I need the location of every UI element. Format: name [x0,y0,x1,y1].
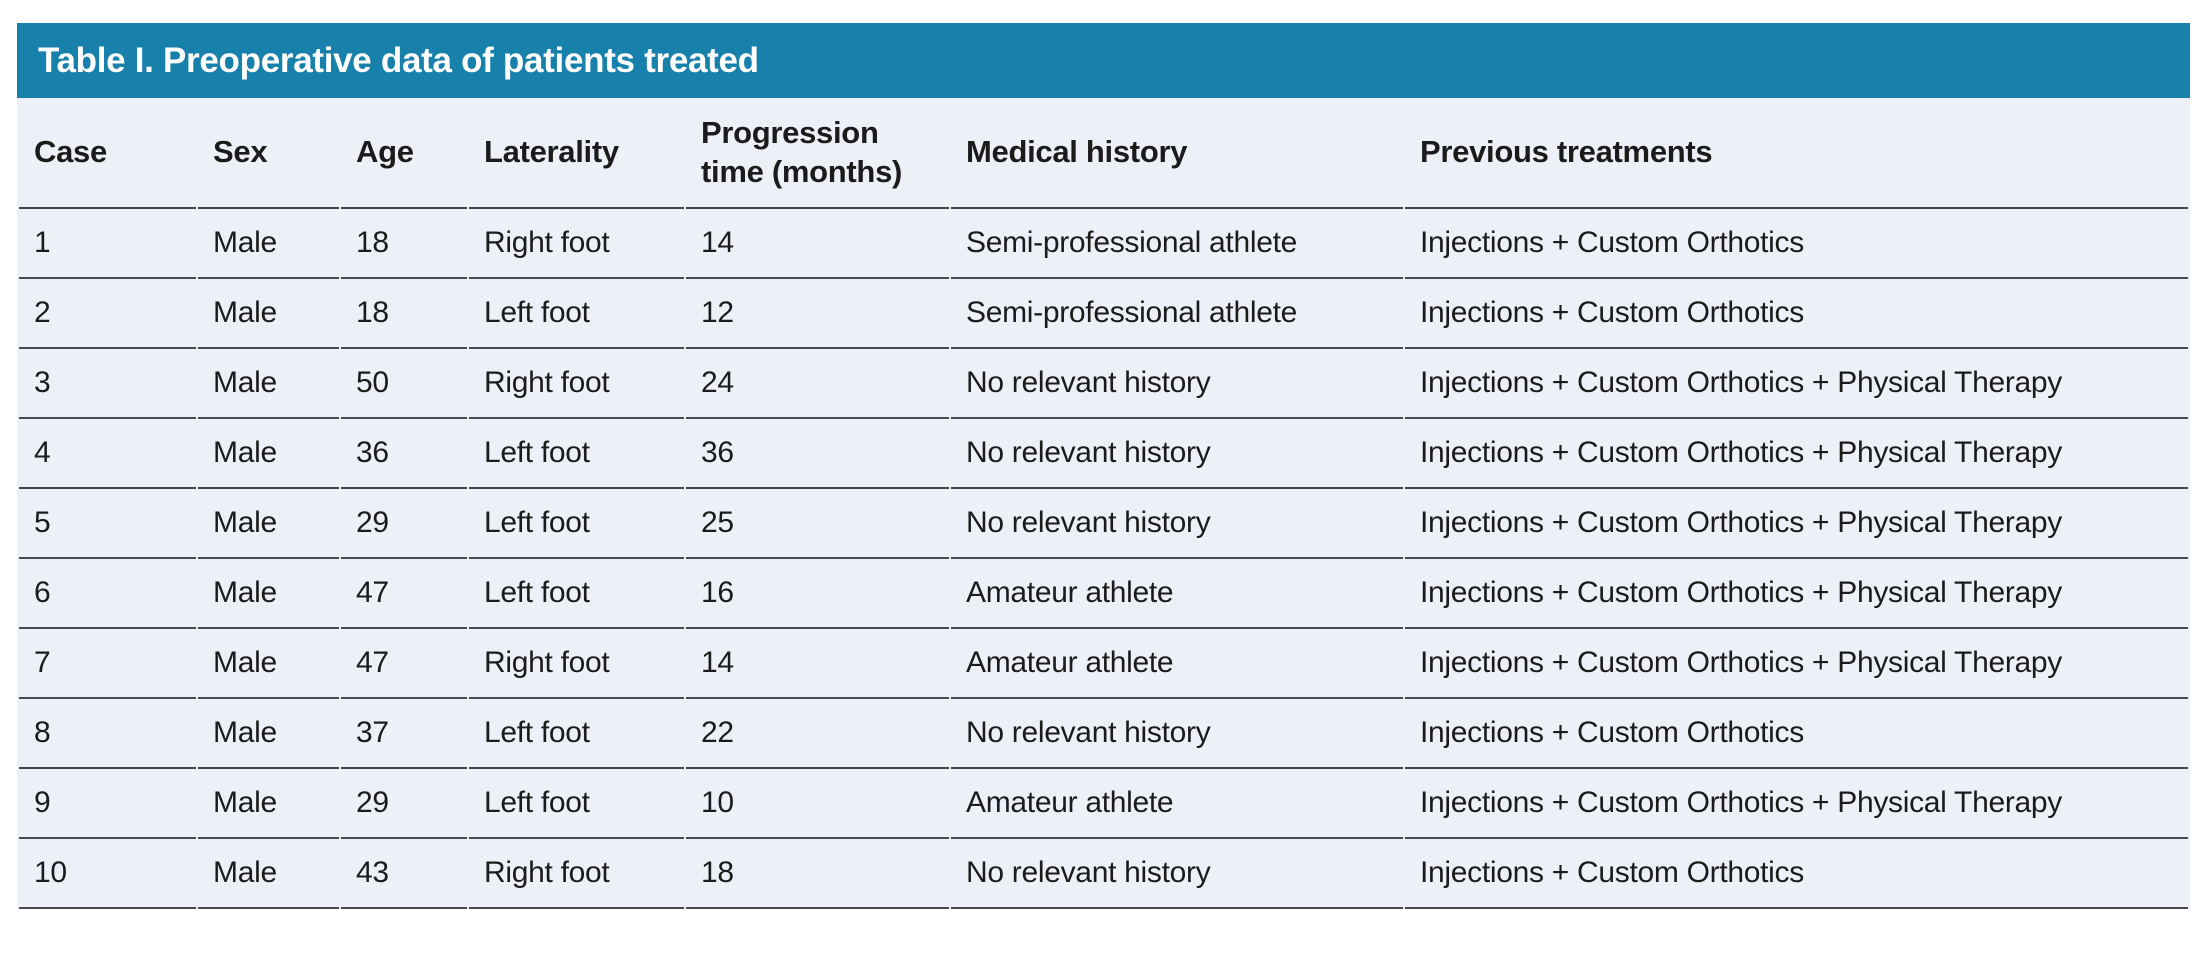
table-cell-age: 18 [341,209,467,279]
table-cell-medical-history: No relevant history [951,839,1403,909]
table-cell-laterality: Left foot [469,699,684,769]
table-cell-case: 7 [19,629,196,699]
table-cell-progression-months: 25 [686,489,949,559]
table-cell-case: 6 [19,559,196,629]
table-cell-age: 50 [341,349,467,419]
column-header: Medical history [951,98,1403,209]
column-header: Progression time (months) [686,98,949,209]
table-cell-previous-treatments: Injections + Custom Orthotics + Physical… [1405,769,2188,839]
table-row: 3 Male 50 Right foot 24 No relevant history In… [19,349,2188,419]
table-cell-progression-months: 22 [686,699,949,769]
table-row: 6 Male 47 Left foot 16 Amateur athlete Injecti… [19,559,2188,629]
table-cell-previous-treatments: Injections + Custom Orthotics [1405,839,2188,909]
table-cell-progression-months: 16 [686,559,949,629]
table-cell-progression-months: 14 [686,629,949,699]
table-cell-laterality: Right foot [469,349,684,419]
table-cell-age: 36 [341,419,467,489]
table-row: 7 Male 47 Right foot 14 Amateur athlete Inject… [19,629,2188,699]
table-cell-sex: Male [198,769,339,839]
table-cell-sex: Male [198,839,339,909]
table-cell-previous-treatments: Injections + Custom Orthotics + Physical… [1405,349,2188,419]
table-cell-previous-treatments: Injections + Custom Orthotics + Physical… [1405,559,2188,629]
table-cell-previous-treatments: Injections + Custom Orthotics + Physical… [1405,419,2188,489]
table-cell-sex: Male [198,629,339,699]
table-cell-previous-treatments: Injections + Custom Orthotics [1405,209,2188,279]
table-row: 1 Male 18 Right foot 14 Semi-professional ath… [19,209,2188,279]
table-cell-sex: Male [198,419,339,489]
table-cell-sex: Male [198,559,339,629]
table-cell-laterality: Left foot [469,769,684,839]
table-cell-case: 4 [19,419,196,489]
column-header-row: Case Sex Age Laterality Progression time (mo… [19,98,2188,209]
table-cell-laterality: Right foot [469,629,684,699]
table-cell-progression-months: 18 [686,839,949,909]
table-cell-progression-months: 36 [686,419,949,489]
table-cell-case: 9 [19,769,196,839]
table-cell-medical-history: Amateur athlete [951,629,1403,699]
table-cell-medical-history: Amateur athlete [951,769,1403,839]
table-cell-age: 18 [341,279,467,349]
table-cell-age: 47 [341,559,467,629]
table-cell-medical-history: No relevant history [951,699,1403,769]
table-cell-medical-history: No relevant history [951,489,1403,559]
table-cell-sex: Male [198,279,339,349]
table-cell-previous-treatments: Injections + Custom Orthotics + Physical… [1405,489,2188,559]
table-cell-case: 1 [19,209,196,279]
table-cell-case: 3 [19,349,196,419]
table-cell-previous-treatments: Injections + Custom Orthotics + Physical… [1405,629,2188,699]
table-cell-age: 47 [341,629,467,699]
table-cell-medical-history: Semi-professional athlete [951,209,1403,279]
table-row: 10 Male 43 Right foot 18 No relevant history I… [19,839,2188,909]
column-header: Sex [198,98,339,209]
table-cell-previous-treatments: Injections + Custom Orthotics [1405,279,2188,349]
table-cell-age: 29 [341,489,467,559]
table-cell-laterality: Right foot [469,839,684,909]
table-cell-sex: Male [198,489,339,559]
column-header: Age [341,98,467,209]
table-cell-previous-treatments: Injections + Custom Orthotics [1405,699,2188,769]
table-cell-laterality: Right foot [469,209,684,279]
preoperative-data-table: Case Sex Age Laterality Progression time (mo… [17,98,2190,909]
table-cell-age: 43 [341,839,467,909]
table-cell-medical-history: Amateur athlete [951,559,1403,629]
table-cell-laterality: Left foot [469,489,684,559]
table-cell-case: 8 [19,699,196,769]
table-cell-age: 37 [341,699,467,769]
table-cell-progression-months: 24 [686,349,949,419]
table-row: 4 Male 36 Left foot 36 No relevant history Inj… [19,419,2188,489]
table-cell-sex: Male [198,209,339,279]
table-cell-progression-months: 12 [686,279,949,349]
table-cell-age: 29 [341,769,467,839]
table-row: 5 Male 29 Left foot 25 No relevant history Inj… [19,489,2188,559]
table-cell-laterality: Left foot [469,279,684,349]
table-cell-medical-history: Semi-professional athlete [951,279,1403,349]
table-cell-laterality: Left foot [469,419,684,489]
table-cell-medical-history: No relevant history [951,419,1403,489]
table-cell-sex: Male [198,349,339,419]
table-title-bar: Table I. Preoperative data of patients t… [17,23,2190,98]
table-cell-sex: Male [198,699,339,769]
table-cell-progression-months: 14 [686,209,949,279]
table-cell-case: 2 [19,279,196,349]
table-cell-medical-history: No relevant history [951,349,1403,419]
table-row: 2 Male 18 Left foot 12 Semi-professional athl… [19,279,2188,349]
column-header: Previous treatments [1405,98,2188,209]
table-row: 9 Male 29 Left foot 10 Amateur athlete Injecti… [19,769,2188,839]
table-cell-case: 10 [19,839,196,909]
preoperative-data-table-card: Table I. Preoperative data of patients t… [17,23,2190,909]
table-cell-progression-months: 10 [686,769,949,839]
table-title: Table I. Preoperative data of patients t… [38,40,759,80]
table-row: 8 Male 37 Left foot 22 No relevant history Inj… [19,699,2188,769]
table-cell-laterality: Left foot [469,559,684,629]
column-header: Laterality [469,98,684,209]
column-header: Case [19,98,196,209]
table-cell-case: 5 [19,489,196,559]
